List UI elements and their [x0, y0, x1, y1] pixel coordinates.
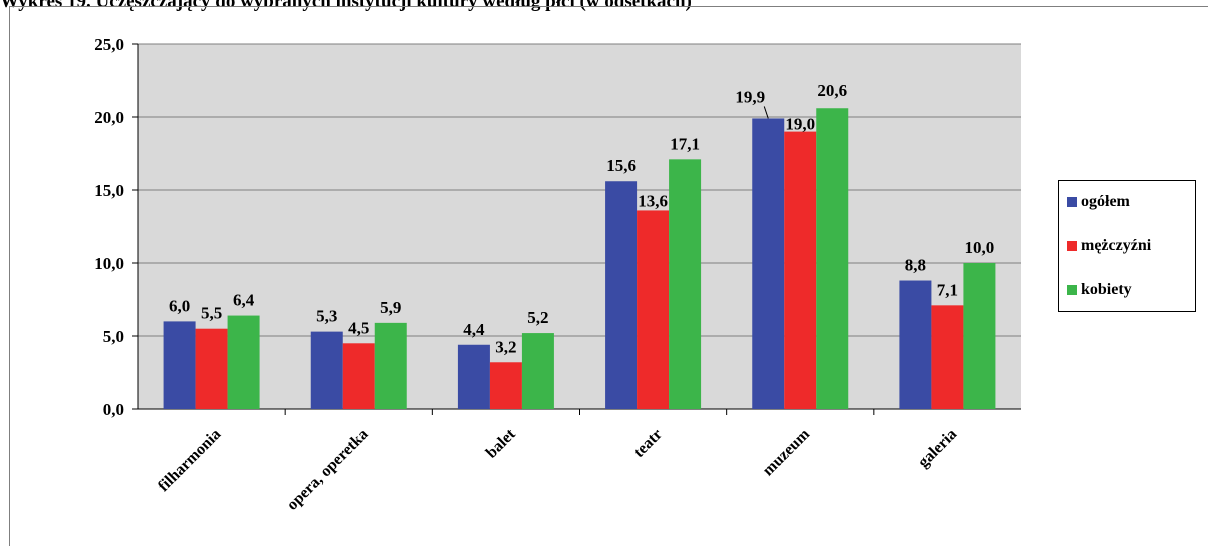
legend-label-ogolem: ogółem — [1081, 193, 1130, 210]
legend-item-kobiety: kobiety — [1067, 281, 1132, 299]
chart-frame — [9, 6, 1208, 546]
bar — [374, 322, 407, 409]
bar — [195, 328, 228, 409]
y-tick-label: 25,0 — [94, 35, 124, 54]
category-label: galeria — [915, 426, 960, 471]
data-label: 4,5 — [348, 318, 369, 337]
bar — [521, 333, 554, 409]
bar — [227, 315, 260, 409]
data-label: 5,3 — [316, 307, 337, 326]
y-tick-label: 10,0 — [94, 254, 124, 273]
bar — [816, 108, 849, 410]
bar — [342, 343, 375, 409]
data-label: 17,1 — [670, 134, 700, 153]
category-label: muzeum — [760, 425, 814, 479]
legend: ogółem mężczyźni kobiety — [1058, 180, 1196, 312]
data-label: 7,1 — [937, 280, 958, 299]
bar — [163, 321, 196, 409]
data-label: 8,8 — [905, 256, 926, 275]
data-label: 20,6 — [817, 81, 847, 100]
bar — [310, 331, 343, 409]
legend-swatch-mezczyzni — [1067, 241, 1077, 251]
bar — [457, 344, 490, 409]
data-label: 6,0 — [169, 296, 190, 315]
bar — [637, 210, 670, 409]
y-tick-label: 5,0 — [103, 327, 124, 346]
data-label: 5,2 — [527, 308, 548, 327]
y-tick-label: 15,0 — [94, 181, 124, 200]
data-label: 13,6 — [638, 191, 668, 210]
category-label: opera, operetka — [284, 426, 372, 514]
data-label: 19,0 — [785, 115, 815, 134]
legend-label-mezczyzni: mężczyźni — [1081, 237, 1152, 254]
data-label: 3,2 — [495, 337, 516, 356]
bar — [489, 362, 522, 409]
bar — [669, 159, 702, 409]
data-label: 4,4 — [463, 320, 485, 339]
category-label: teatr — [631, 426, 666, 461]
legend-swatch-ogolem — [1067, 197, 1077, 207]
data-label: 6,4 — [233, 291, 255, 310]
plot-area — [138, 44, 1021, 409]
category-label: balet — [483, 425, 519, 461]
legend-item-mezczyzni: mężczyźni — [1067, 237, 1151, 255]
bar — [784, 131, 817, 409]
bar — [931, 305, 964, 409]
category-label: filharmonia — [155, 426, 224, 495]
bar — [963, 263, 996, 409]
data-label: 5,9 — [380, 298, 401, 317]
leader-line — [763, 106, 769, 119]
legend-item-ogolem: ogółem — [1067, 193, 1130, 211]
legend-label-kobiety: kobiety — [1081, 281, 1132, 298]
data-label: 15,6 — [606, 156, 636, 175]
y-tick-label: 0,0 — [103, 400, 124, 419]
bar — [899, 280, 932, 409]
y-tick-label: 20,0 — [94, 108, 124, 127]
bar — [752, 118, 785, 410]
data-label: 5,5 — [201, 304, 222, 323]
data-label: 19,9 — [735, 87, 765, 106]
legend-swatch-kobiety — [1067, 285, 1077, 295]
bar — [605, 181, 638, 409]
data-label: 10,0 — [965, 238, 995, 257]
